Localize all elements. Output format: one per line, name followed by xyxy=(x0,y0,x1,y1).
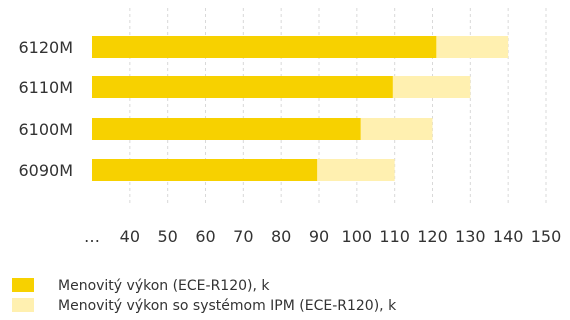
legend-label-series-2: Menovitý výkon (ECE-R120), k xyxy=(58,278,270,294)
category-labels: 6120M 6110M 6100M 6090M xyxy=(18,38,73,180)
x-tick-label-50: 50 xyxy=(157,227,177,246)
x-tick-label-70: 70 xyxy=(233,227,253,246)
category-label-6090m: 6090M xyxy=(18,161,73,180)
legend-label-series-1: Menovitý výkon so systémom IPM (ECE-R120… xyxy=(58,298,397,314)
x-tick-label-120: 120 xyxy=(417,227,448,246)
x-tick-label-140: 140 xyxy=(493,227,524,246)
x-tick-label-110: 110 xyxy=(379,227,410,246)
bar-6110m-series-2 xyxy=(92,76,393,98)
x-tick-label-150: 150 xyxy=(531,227,562,246)
x-axis-tick-labels: … 40 50 60 70 80 90 100 110 120 130 140 150 xyxy=(84,227,561,246)
x-tick-label-90: 90 xyxy=(309,227,329,246)
bar-6100m-series-2 xyxy=(92,118,361,140)
legend-swatch-series-2 xyxy=(12,278,34,292)
category-label-6100m: 6100M xyxy=(18,120,73,139)
x-tick-label-130: 130 xyxy=(455,227,486,246)
x-tick-label-ellipsis: … xyxy=(84,227,100,246)
category-label-6120m: 6120M xyxy=(18,38,73,57)
legend-swatch-series-1 xyxy=(12,298,34,312)
x-tick-label-60: 60 xyxy=(195,227,215,246)
bars xyxy=(92,36,509,181)
bar-6120m-series-2 xyxy=(92,36,437,58)
category-label-6110m: 6110M xyxy=(18,78,73,97)
bar-6090m-series-2 xyxy=(92,159,318,181)
x-tick-label-100: 100 xyxy=(342,227,373,246)
legend: Menovitý výkon (ECE-R120), k Menovitý výk… xyxy=(12,278,397,314)
x-tick-label-40: 40 xyxy=(120,227,140,246)
x-tick-label-80: 80 xyxy=(271,227,291,246)
